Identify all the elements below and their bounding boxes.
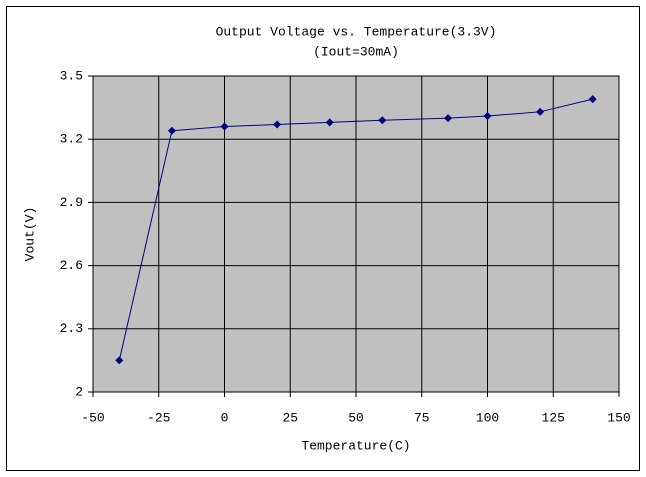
x-tick-label: -50 (81, 410, 104, 425)
data-line (118, 98, 593, 361)
y-tick-label: 2.3 (60, 321, 83, 336)
x-axis-label: Temperature(C) (301, 438, 410, 453)
x-tick-label: -25 (147, 410, 170, 425)
y-tick-label: 3.2 (60, 132, 83, 147)
x-tick-label: 150 (607, 410, 630, 425)
x-tick-label: 0 (221, 410, 229, 425)
x-tick-label: 75 (414, 410, 430, 425)
y-tick-label: 2 (75, 384, 83, 399)
data-point (588, 95, 597, 104)
chart-title: Output Voltage vs. Temperature(3.3V) (216, 24, 497, 39)
x-tick-label: 50 (348, 410, 364, 425)
data-point (325, 118, 334, 127)
x-tick-label: 25 (282, 410, 298, 425)
data-point (115, 356, 124, 365)
data-point (220, 122, 229, 131)
data-point (444, 114, 453, 123)
chart-subtitle: (Iout=30mA) (313, 44, 399, 59)
data-point (167, 126, 176, 135)
data-point (273, 120, 282, 129)
x-tick-label: 100 (476, 410, 499, 425)
y-tick-label: 2.6 (60, 258, 83, 273)
data-point (536, 107, 545, 116)
y-tick-label: 3.5 (60, 68, 83, 83)
data-point (378, 116, 387, 125)
y-axis-label: Vout(V) (22, 207, 37, 262)
data-point (483, 112, 492, 121)
y-tick-label: 2.9 (60, 195, 83, 210)
x-tick-label: 125 (542, 410, 565, 425)
